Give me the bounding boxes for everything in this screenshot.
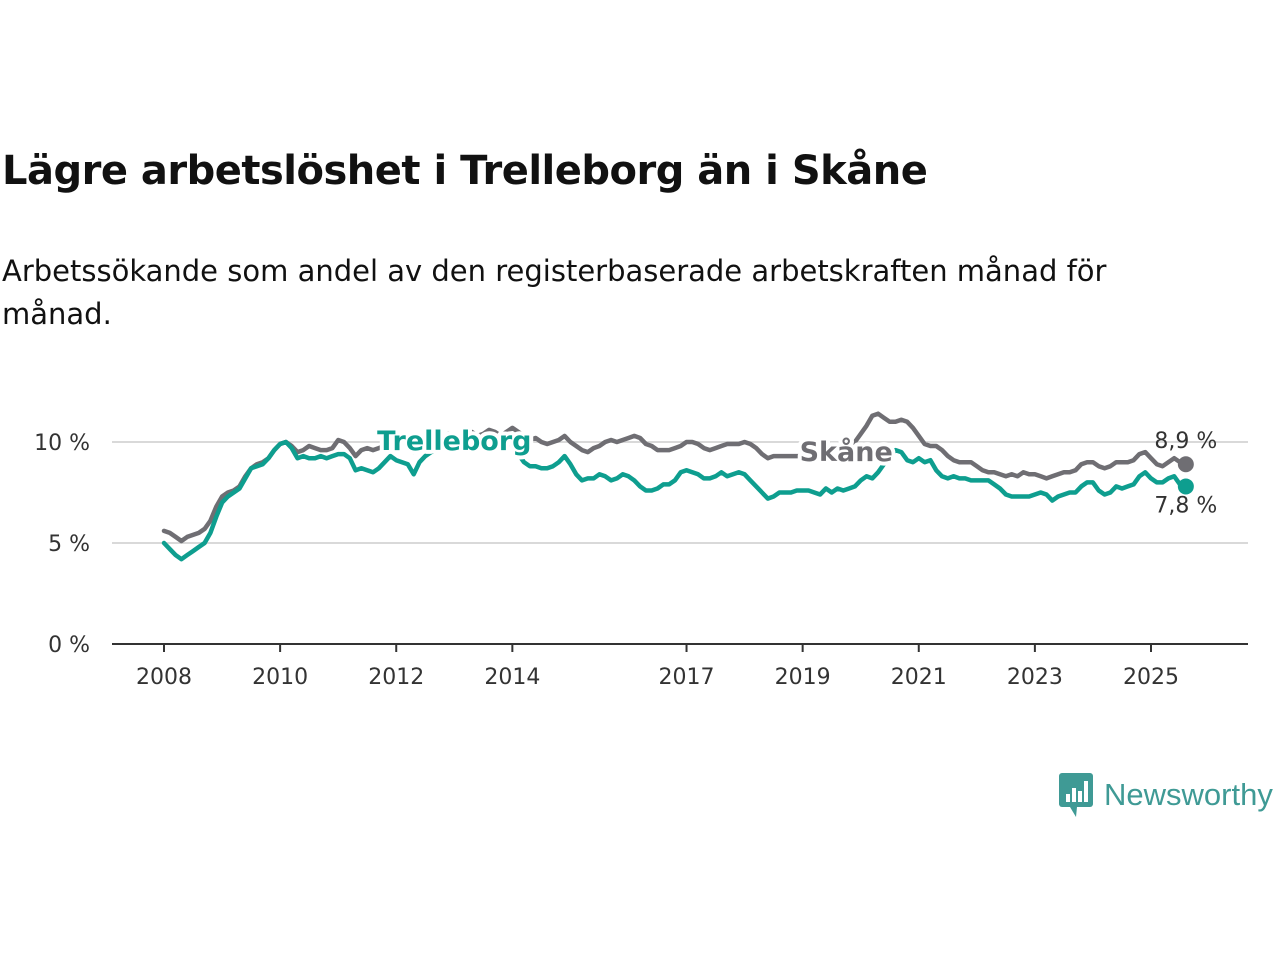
series-label-trelleborg: Trelleborg [377,426,531,457]
y-axis-ticks: 0 % 5 % 10 % [34,431,90,658]
x-axis-ticks: 2008 2010 2012 2014 2017 2019 2021 2023 2025 [136,644,1179,690]
chart-subtitle: Arbetssökande som andel av den registerb… [2,254,1107,331]
end-point-skne [1177,456,1194,473]
series-label-halo-trelleborg: Trelleborg [377,426,531,457]
brand-name: Newsworthy [1104,777,1273,812]
end-value-label-trelleborg: 7,8 % [1154,493,1217,518]
chart-title: Lägre arbetslöshet i Trelleborg än i Skå… [2,148,928,194]
x-tick-label: 2014 [484,665,540,690]
y-tick-label: 0 % [48,633,90,658]
x-tick-label: 2017 [659,665,715,690]
x-tick-label: 2010 [252,665,308,690]
gridlines [112,441,1248,645]
y-tick-label: 10 % [34,431,90,456]
series-lines [161,411,1194,562]
x-tick-label: 2021 [891,665,947,690]
x-tick-label: 2025 [1123,665,1179,690]
x-tick-label: 2023 [1007,665,1063,690]
series-line-trelleborg [161,433,1189,562]
end-value-label-skne: 8,9 % [1154,429,1217,454]
series-label-halo-skne: Skåne [800,436,893,468]
x-tick-label: 2008 [136,665,192,690]
x-tick-label: 2012 [368,665,424,690]
x-tick-label: 2019 [775,665,831,690]
series-line-skne [161,411,1189,544]
series-label-skne: Skåne [800,436,893,468]
newsworthy-brand: Newsworthy [1058,772,1273,818]
y-tick-label: 5 % [48,532,90,557]
line-chart: 0 %5 %10 % 2008 2010 2012 2014 2017 2019 2021 2… [34,411,1248,690]
end-point-trelleborg [1177,478,1194,495]
newsworthy-chart-bubble-icon [1059,773,1093,817]
